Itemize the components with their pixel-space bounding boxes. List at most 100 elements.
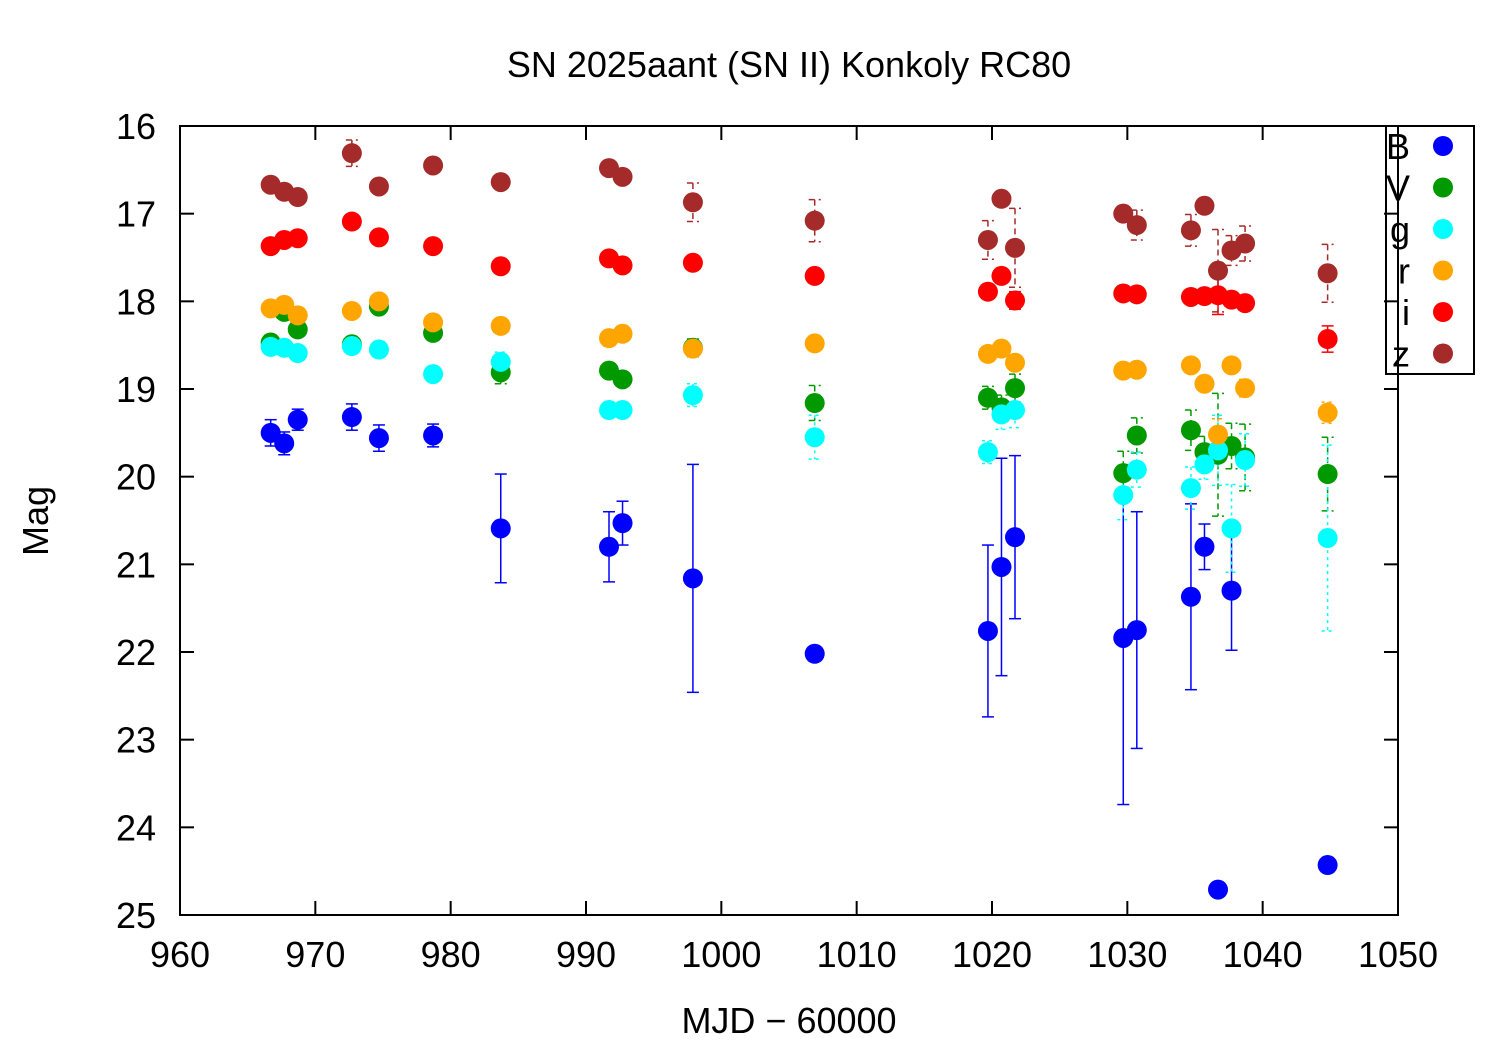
data-point-g bbox=[804, 427, 825, 448]
data-point-g bbox=[977, 442, 998, 463]
x-tick-label: 980 bbox=[421, 934, 481, 975]
data-point-g bbox=[1180, 478, 1201, 499]
x-axis-label: MJD − 60000 bbox=[681, 1000, 896, 1041]
y-tick-label: 20 bbox=[116, 457, 156, 498]
legend-marker-z bbox=[1433, 343, 1453, 364]
y-tick-label: 24 bbox=[116, 807, 156, 848]
legend-label-z: z bbox=[1392, 334, 1410, 375]
data-point-B bbox=[1194, 536, 1215, 557]
data-point-g bbox=[1126, 459, 1147, 480]
data-point-i bbox=[368, 227, 389, 248]
data-point-r bbox=[423, 312, 444, 333]
legend-marker-i bbox=[1433, 302, 1453, 322]
data-point-B bbox=[612, 513, 633, 534]
data-point-B bbox=[599, 536, 620, 557]
data-point-B bbox=[682, 568, 703, 589]
data-point-g bbox=[1235, 450, 1256, 471]
x-tick-label: 990 bbox=[556, 934, 616, 975]
data-point-r bbox=[1180, 355, 1201, 376]
data-point-r bbox=[490, 315, 511, 336]
data-point-V bbox=[287, 319, 308, 340]
data-point-r bbox=[612, 323, 633, 344]
data-point-z bbox=[423, 155, 444, 176]
data-point-V bbox=[1180, 420, 1201, 441]
legend-box bbox=[1385, 125, 1475, 375]
data-point-g bbox=[368, 339, 389, 360]
y-tick-label: 18 bbox=[116, 281, 156, 322]
data-point-z bbox=[368, 176, 389, 197]
data-point-B bbox=[1221, 580, 1242, 601]
data-point-B bbox=[490, 518, 511, 539]
x-tick-label: 1020 bbox=[952, 934, 1032, 975]
data-point-B bbox=[1208, 879, 1229, 900]
data-point-r bbox=[1194, 373, 1215, 394]
data-point-g bbox=[1221, 518, 1242, 539]
legend-label-V: V bbox=[1386, 168, 1410, 209]
x-tick-label: 1040 bbox=[1223, 934, 1303, 975]
axis-ticks: 960 970 980 990 1000 1010 1020 1030 1040 1050 16 17… bbox=[116, 106, 1438, 975]
data-point-z bbox=[287, 187, 308, 208]
data-point-i bbox=[612, 255, 633, 276]
data-point-z bbox=[1113, 203, 1134, 224]
data-point-V bbox=[1317, 464, 1338, 485]
data-point-z bbox=[341, 143, 362, 164]
data-point-g bbox=[1194, 454, 1215, 475]
data-point-i bbox=[804, 265, 825, 286]
data-point-r bbox=[804, 333, 825, 354]
data-point-r bbox=[1005, 352, 1026, 373]
y-tick-label: 21 bbox=[116, 544, 156, 585]
data-point-z bbox=[682, 192, 703, 213]
y-tick-label: 25 bbox=[116, 895, 156, 936]
data-point-z bbox=[1208, 260, 1229, 281]
data-point-B bbox=[260, 422, 281, 443]
data-point-g bbox=[287, 343, 308, 364]
data-point-B bbox=[368, 428, 389, 449]
legend-label-g: g bbox=[1390, 209, 1410, 250]
legend-marker-r bbox=[1433, 260, 1453, 281]
data-point-i bbox=[341, 211, 362, 232]
data-point-i bbox=[1126, 284, 1147, 305]
data-point-B bbox=[287, 409, 308, 430]
data-point-z bbox=[1126, 215, 1147, 236]
data-point-B bbox=[423, 425, 444, 446]
y-tick-label: 22 bbox=[116, 632, 156, 673]
data-point-i bbox=[423, 236, 444, 257]
data-point-z bbox=[991, 188, 1012, 209]
data-point-B bbox=[274, 433, 295, 454]
x-tick-label: 1030 bbox=[1087, 934, 1167, 975]
data-point-i bbox=[1235, 293, 1256, 314]
chart-title: SN 2025aant (SN II) Konkoly RC80 bbox=[507, 44, 1071, 85]
data-point-z bbox=[1235, 233, 1256, 254]
data-point-i bbox=[287, 228, 308, 249]
y-axis-label: Mag bbox=[15, 486, 56, 556]
data-point-i bbox=[682, 252, 703, 273]
data-point-z bbox=[490, 172, 511, 193]
data-point-z bbox=[1005, 237, 1026, 258]
data-point-g bbox=[612, 400, 633, 421]
legend-label-r: r bbox=[1398, 251, 1410, 292]
legend-marker-B bbox=[1433, 136, 1453, 156]
legend-marker-V bbox=[1433, 177, 1453, 198]
legend-label-B: B bbox=[1386, 126, 1410, 167]
data-point-i bbox=[1317, 329, 1338, 350]
data-point-B bbox=[977, 620, 998, 641]
data-point-B bbox=[1180, 586, 1201, 607]
legend-marker-g bbox=[1433, 219, 1453, 239]
data-point-i bbox=[490, 256, 511, 277]
data-point-z bbox=[977, 229, 998, 250]
data-point-r bbox=[1221, 355, 1242, 376]
data-point-g bbox=[1005, 400, 1026, 421]
x-tick-label: 1050 bbox=[1358, 934, 1438, 975]
x-tick-label: 1010 bbox=[817, 934, 897, 975]
data-point-r bbox=[1208, 424, 1229, 445]
data-point-r bbox=[1235, 378, 1256, 399]
data-point-V bbox=[804, 393, 825, 414]
data-point-B bbox=[991, 556, 1012, 577]
data-point-V bbox=[1005, 378, 1026, 399]
data-point-z bbox=[1317, 263, 1338, 284]
data-points bbox=[260, 143, 1338, 900]
data-point-z bbox=[1180, 220, 1201, 241]
data-point-i bbox=[1005, 290, 1026, 311]
